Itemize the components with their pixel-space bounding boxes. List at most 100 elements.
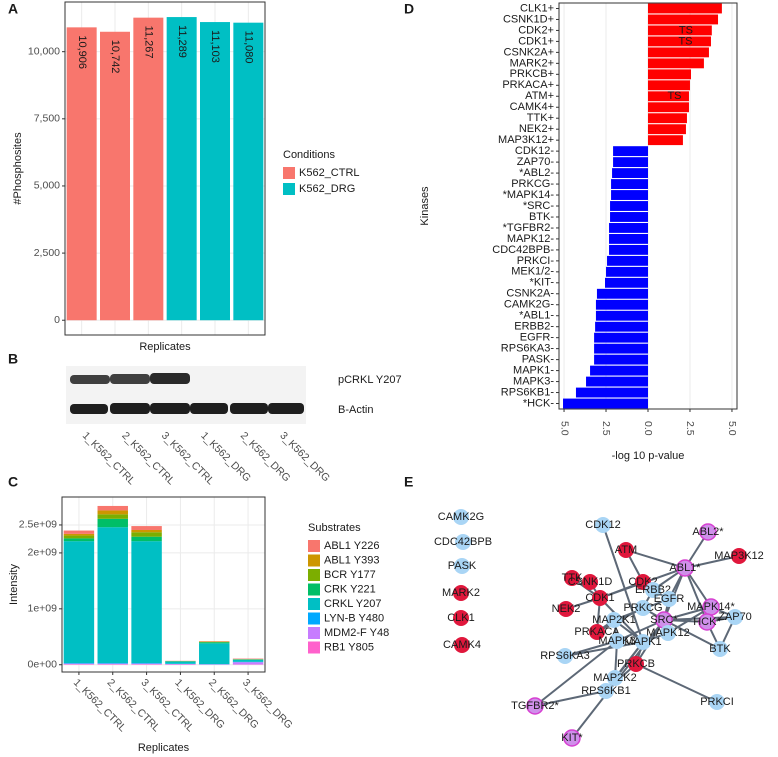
network-node xyxy=(660,625,676,641)
network-node xyxy=(564,570,580,586)
network-node xyxy=(661,591,677,607)
bar-segment xyxy=(97,510,128,515)
legend-label: RB1 Y805 xyxy=(324,641,374,653)
y-tick-label: CDC42BPB- xyxy=(492,244,554,256)
bar xyxy=(563,398,648,409)
annotation: TS xyxy=(678,35,692,47)
node-label: CAMK2G xyxy=(438,511,484,523)
network-node xyxy=(628,656,644,672)
y-tick-label: CLK1+ xyxy=(520,2,554,14)
bar xyxy=(610,212,648,222)
legend-swatch xyxy=(283,183,295,195)
y-tick-label: CSNK1D+ xyxy=(503,13,554,25)
value-label: 10,906 xyxy=(76,35,88,69)
network-edge xyxy=(684,555,740,569)
y-tick-label: CSNK2A- xyxy=(506,288,554,300)
network-edge xyxy=(635,663,718,703)
y-tick-label: 2e+09 xyxy=(28,547,58,559)
y-tick-label: *KIT- xyxy=(530,277,555,289)
legend-swatch xyxy=(308,554,320,567)
network-node xyxy=(453,509,469,525)
y-tick-label: MARK2+ xyxy=(510,57,554,69)
legend-swatch xyxy=(308,612,320,625)
legend-swatch xyxy=(308,569,320,581)
y-tick-label: MAPK1- xyxy=(513,365,554,377)
bar-segment xyxy=(97,664,128,665)
y-tick-label: MAPK12- xyxy=(507,233,554,245)
bar-segment xyxy=(131,663,162,664)
y-tick-label: *HCK- xyxy=(523,397,555,409)
panel-letter: A xyxy=(8,1,18,17)
bar-segment xyxy=(131,536,162,542)
y-tick-label: 5,000 xyxy=(34,180,60,192)
bar-segment xyxy=(131,663,162,665)
y-tick-label: ZAP70- xyxy=(517,156,555,168)
bar-segment xyxy=(199,643,230,665)
node-label: TGFBR2* xyxy=(511,700,559,712)
network-node xyxy=(598,683,614,699)
bar-segment xyxy=(97,514,128,519)
node-label: ABL2* xyxy=(692,526,724,538)
y-tick-label: 10,000 xyxy=(28,45,60,57)
y-tick-label: CDK1+ xyxy=(518,35,554,47)
legend-label: ABL1 Y226 xyxy=(324,540,379,552)
network-node xyxy=(454,558,470,574)
x-tick-label: 2.5 xyxy=(600,421,612,436)
bar xyxy=(575,387,648,398)
legend-label: MDM2-F Y48 xyxy=(324,627,389,639)
value-label: 11,267 xyxy=(142,26,154,59)
network-node xyxy=(727,609,743,625)
bar-segment xyxy=(97,518,128,528)
y-tick-label: PRKCB+ xyxy=(510,68,554,80)
annotation: TS xyxy=(679,24,693,36)
bar xyxy=(648,102,689,113)
bar xyxy=(648,58,704,69)
x-axis-title: Replicates xyxy=(139,341,191,353)
bar-segment xyxy=(63,664,95,665)
bar-segment xyxy=(131,529,162,533)
bar xyxy=(610,201,648,211)
plot-frame xyxy=(64,1,266,336)
network-node xyxy=(454,637,470,653)
blot-bands xyxy=(70,373,304,414)
bar xyxy=(648,3,722,14)
node-label: ABL1* xyxy=(669,562,701,574)
node-label: SRC* xyxy=(650,614,678,626)
network-node xyxy=(453,610,469,626)
node-label: MAP2K2 xyxy=(593,672,636,684)
y-tick-label: MAP3K12+ xyxy=(498,134,554,146)
node-label: CSNK1D xyxy=(568,576,613,588)
bar-segment xyxy=(63,538,95,542)
y-tick-label: ERBB2- xyxy=(514,321,554,333)
node-label: PASK xyxy=(448,560,477,572)
bar xyxy=(166,17,197,321)
network-node xyxy=(645,582,661,598)
legend-label: K562_DRG xyxy=(299,183,355,195)
y-axis-title: Kinases xyxy=(419,186,431,226)
band xyxy=(268,403,304,414)
y-tick-label: CSNK2A+ xyxy=(504,46,554,58)
network-edge xyxy=(564,641,644,657)
value-label: 11,080 xyxy=(242,31,254,64)
value-label: 11,103 xyxy=(209,30,221,63)
y-tick-label: *ABL2- xyxy=(519,167,554,179)
bar xyxy=(66,27,97,321)
bar xyxy=(596,288,648,299)
network-node xyxy=(607,670,623,686)
network-node xyxy=(453,585,469,601)
y-tick-label: PRKCG- xyxy=(511,178,554,190)
bar-segment xyxy=(232,662,264,665)
node-label: MAPK12 xyxy=(646,627,689,639)
node-label: CDK12 xyxy=(585,519,620,531)
network-edge xyxy=(534,640,618,707)
bar xyxy=(594,343,648,354)
network-node xyxy=(699,523,717,541)
node-label: ZAP70 xyxy=(718,611,752,623)
bar xyxy=(595,299,648,310)
panel-letter: C xyxy=(8,474,18,490)
x-tick-label: 5.0 xyxy=(558,421,570,436)
node-label: TTK xyxy=(562,572,583,584)
bar-segment xyxy=(131,532,162,537)
bar xyxy=(609,233,648,244)
